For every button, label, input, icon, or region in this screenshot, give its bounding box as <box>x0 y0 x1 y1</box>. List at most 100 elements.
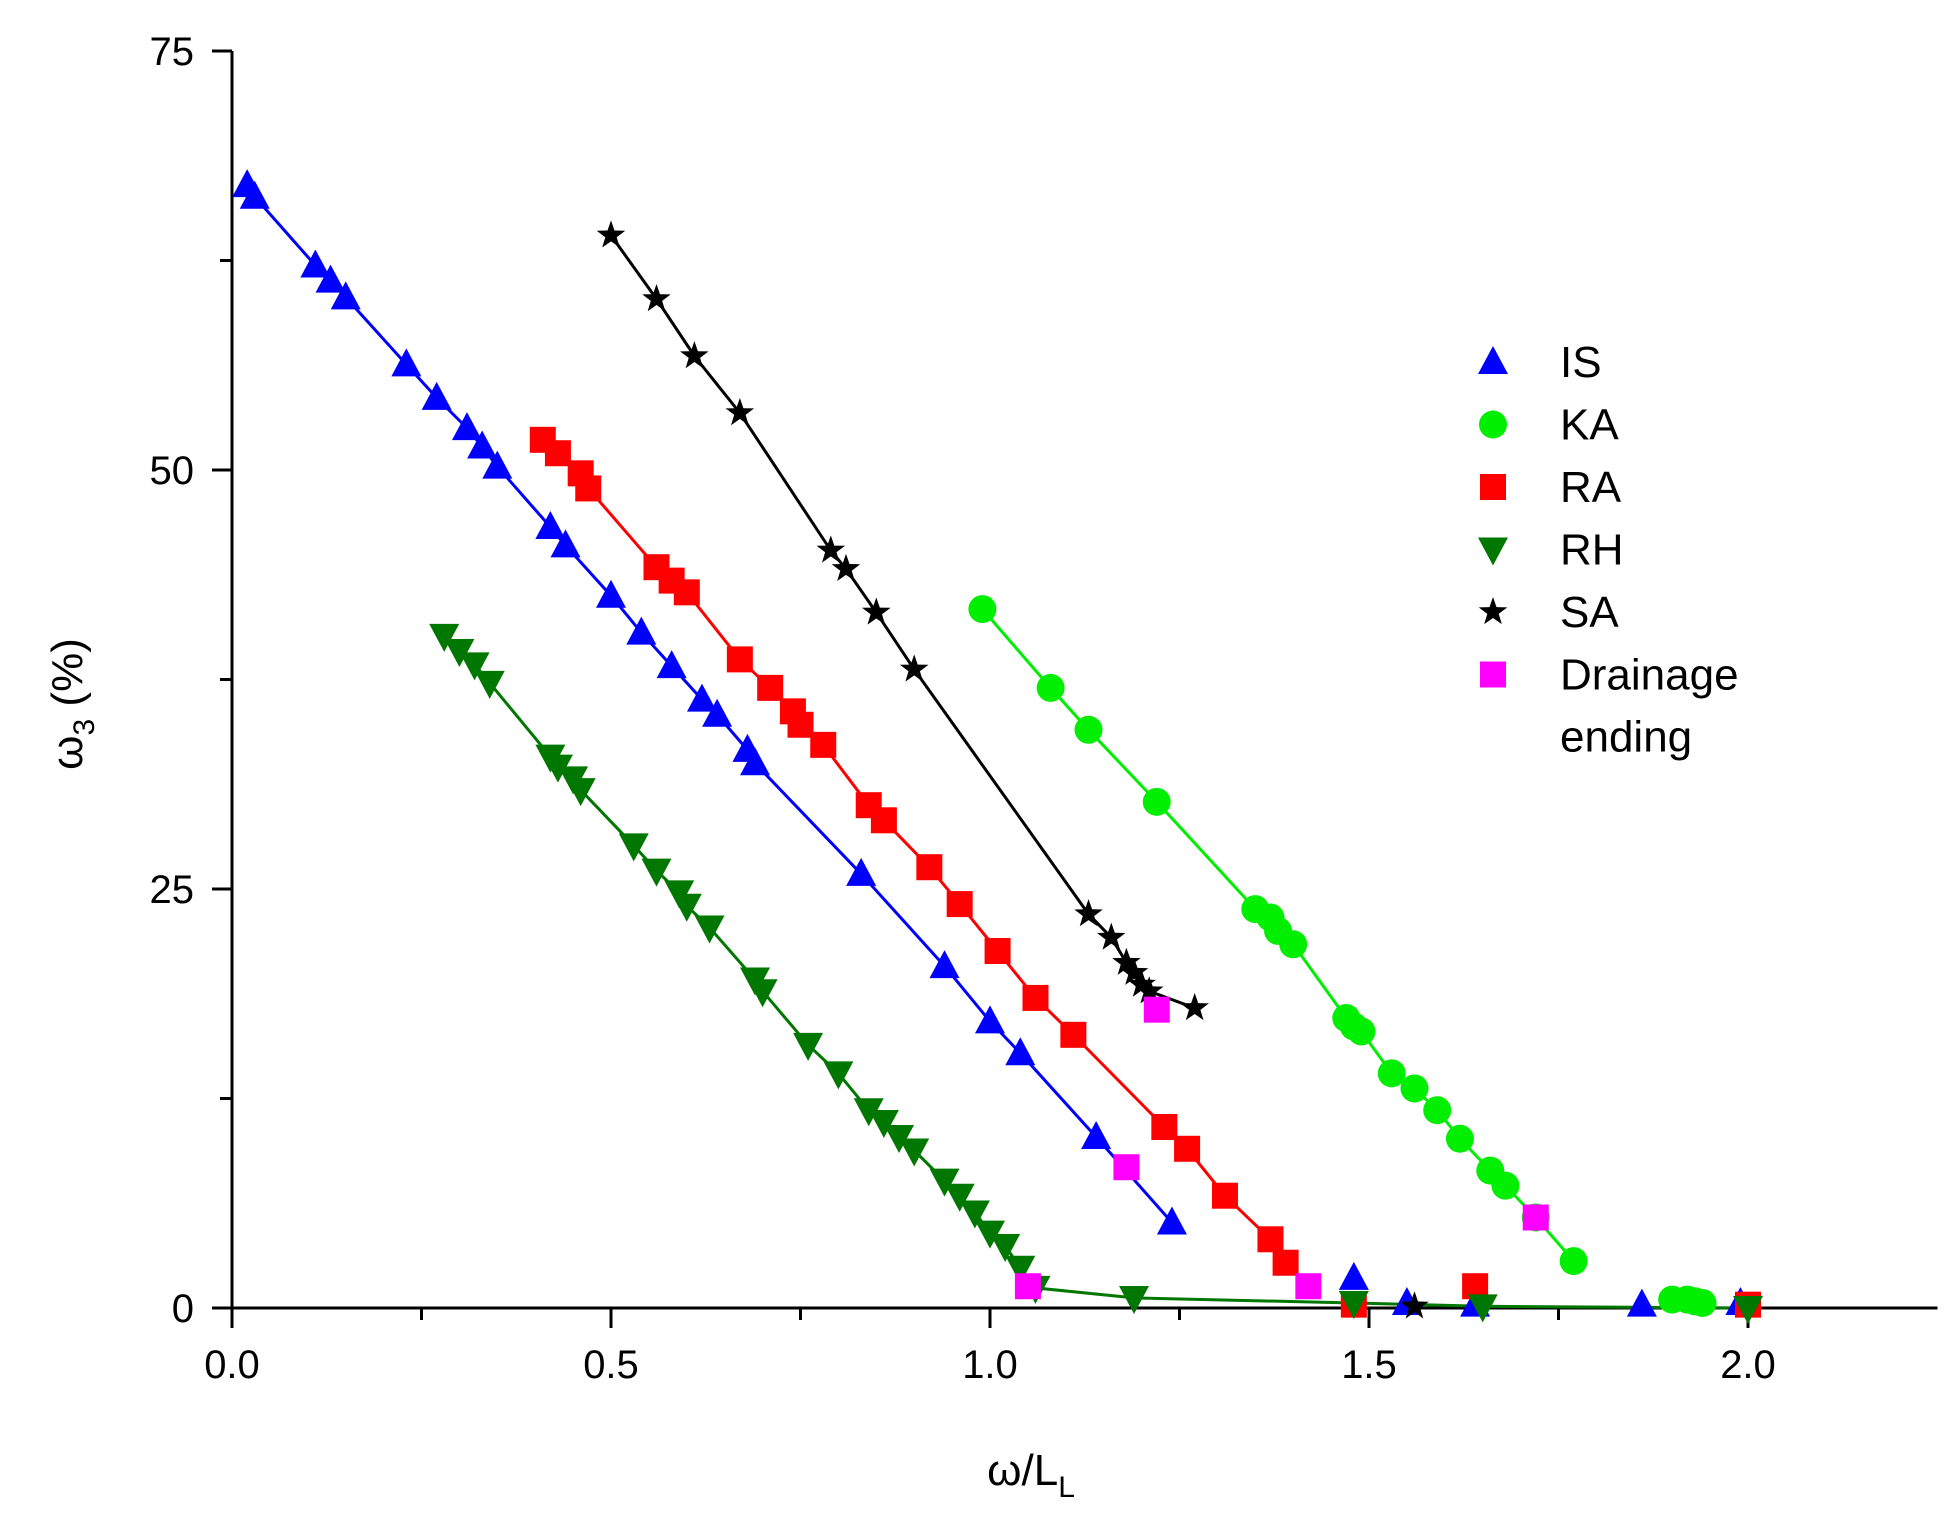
data-point-ka <box>1279 930 1308 959</box>
legend-marker-ra <box>1480 474 1506 500</box>
series-lines <box>245 184 1749 1310</box>
data-point-ra <box>757 674 784 701</box>
data-point-ra <box>1022 984 1049 1011</box>
data-point-ra <box>946 891 973 918</box>
data-point-is <box>686 683 717 712</box>
data-point-sa <box>1119 957 1149 985</box>
data-point-ra <box>984 938 1011 965</box>
data-point-is <box>315 264 346 293</box>
data-point-drainage-ending <box>1522 1204 1549 1231</box>
data-point-ka <box>1347 1017 1376 1046</box>
data-point-rh <box>1733 1296 1763 1324</box>
data-point-rh <box>671 893 702 922</box>
x-axis-title: ω/LL <box>987 1446 1075 1504</box>
y-axis-title: ω3 (%) <box>43 638 101 770</box>
data-point-ka <box>1559 1247 1588 1276</box>
legend-marker-is <box>1478 346 1508 374</box>
data-point-ra <box>916 854 943 881</box>
data-point-ra <box>1211 1182 1238 1209</box>
data-point-sa <box>1097 922 1126 950</box>
x-tick-label: 2.0 <box>1720 1343 1776 1387</box>
data-point-rh <box>1005 1255 1036 1284</box>
data-point-rh <box>868 1109 899 1138</box>
data-point-rh <box>641 858 672 887</box>
data-point-rh <box>542 754 573 783</box>
data-point-is <box>330 281 361 310</box>
data-point-rh <box>565 778 596 807</box>
data-point-sa-after-drainage <box>1400 1291 1429 1319</box>
data-point-is <box>702 698 733 727</box>
legend-label-drainage-line2: ending <box>1560 713 1692 762</box>
data-point-ka <box>1445 1124 1474 1153</box>
data-point-rh <box>444 639 475 668</box>
data-point-rh <box>884 1125 915 1154</box>
data-point-ka <box>1400 1074 1429 1103</box>
data-point-sa <box>831 553 861 581</box>
legend-marker-sa <box>1478 597 1508 625</box>
data-point-is <box>596 579 626 608</box>
data-point-rh <box>990 1233 1021 1262</box>
data-point-is <box>929 950 960 979</box>
data-point-is <box>421 381 452 410</box>
legend-marker-drainage <box>1480 661 1506 688</box>
y-tick-label: 25 <box>150 868 195 912</box>
data-point-ra <box>1257 1226 1284 1253</box>
data-point-sa <box>1074 899 1103 927</box>
data-point-ka <box>1036 673 1065 702</box>
data-point-sa <box>816 535 846 563</box>
legend: IS KA RA RH SA Drainage ending <box>1478 338 1739 762</box>
x-tick-label: 1.0 <box>962 1343 1018 1387</box>
data-point-ra <box>870 807 897 834</box>
x-tick-label: 0.0 <box>204 1343 260 1387</box>
data-point-rh <box>694 915 725 944</box>
data-point-ra <box>1060 1021 1087 1048</box>
data-point-rh <box>823 1061 854 1090</box>
data-point-is <box>535 510 566 539</box>
data-point-rh <box>959 1200 990 1229</box>
data-point-ra <box>1272 1249 1299 1276</box>
data-point-is <box>391 348 422 377</box>
data-point-is <box>482 450 513 479</box>
legend-label-ka: KA <box>1560 401 1619 450</box>
data-point-ra <box>726 646 753 673</box>
data-point-ra <box>673 579 700 606</box>
data-point-sa <box>596 220 626 248</box>
data-point-is <box>846 857 877 886</box>
data-point-is <box>656 650 687 679</box>
data-point-sa <box>1180 993 1209 1021</box>
data-point-rh <box>459 652 490 681</box>
legend-label-rh: RH <box>1560 526 1624 575</box>
data-point-is <box>1005 1037 1036 1066</box>
data-point-rh <box>1338 1290 1369 1319</box>
data-point-ra <box>1151 1113 1178 1140</box>
data-point-ka <box>968 595 997 624</box>
data-point-is <box>239 180 270 209</box>
data-point-ka <box>1377 1059 1406 1088</box>
y-tick-label: 50 <box>150 449 195 493</box>
data-point-is-after-drainage <box>1338 1261 1369 1290</box>
data-point-drainage-ending <box>1014 1273 1041 1300</box>
legend-marker-rh <box>1478 537 1508 566</box>
legend-label-ra: RA <box>1560 463 1622 512</box>
series-points <box>232 169 1763 1324</box>
data-point-ka <box>1142 787 1171 816</box>
legend-label-drainage: Drainage <box>1560 651 1739 700</box>
data-point-drainage-ending <box>1295 1273 1322 1300</box>
data-point-rh <box>975 1220 1005 1249</box>
y-tick-label: 75 <box>150 30 195 74</box>
data-point-ra <box>544 440 571 467</box>
data-point-is <box>975 1005 1005 1034</box>
data-point-sa <box>642 284 671 312</box>
legend-label-is: IS <box>1560 338 1602 387</box>
data-point-sa <box>1112 947 1141 975</box>
data-point-rh <box>1467 1294 1498 1323</box>
x-tick-label: 0.5 <box>583 1343 639 1387</box>
data-point-ra <box>1174 1135 1201 1162</box>
data-point-ra <box>787 711 814 738</box>
data-point-is <box>300 249 331 278</box>
data-point-sa <box>725 398 755 426</box>
data-point-rh <box>793 1032 824 1061</box>
data-point-is <box>1156 1206 1187 1235</box>
data-point-is-after-drainage <box>1626 1288 1657 1317</box>
y-tick-label: 0 <box>172 1287 194 1331</box>
